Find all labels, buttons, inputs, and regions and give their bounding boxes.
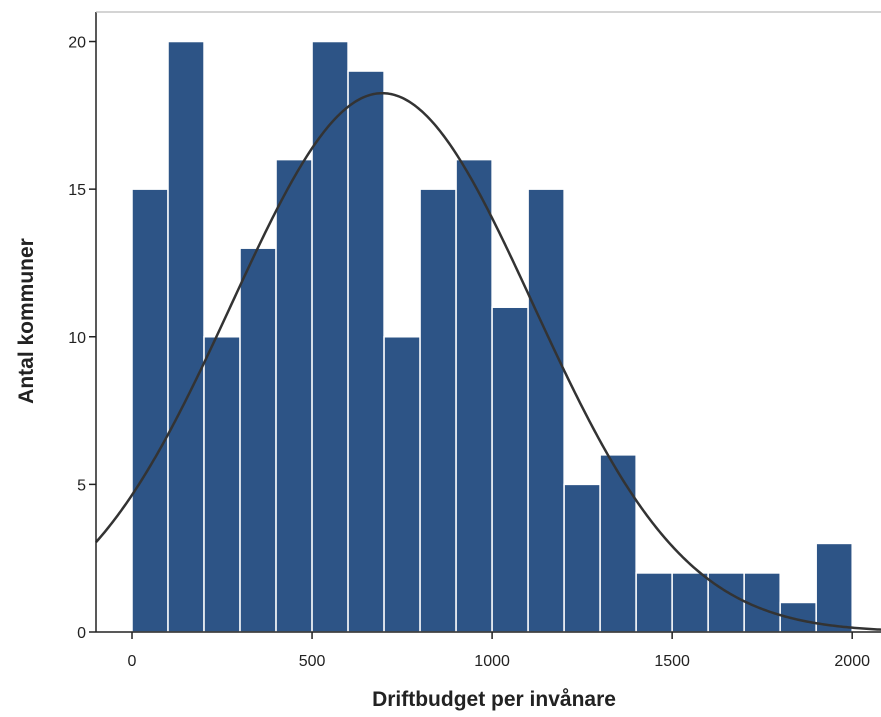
- histogram-bar: [311, 40, 349, 633]
- histogram-bar: [239, 247, 277, 633]
- y-tick-label: 5: [77, 477, 86, 494]
- x-axis-title: Driftbudget per invånare: [372, 688, 616, 711]
- histogram-bar: [563, 483, 601, 633]
- histogram-bar: [203, 336, 241, 633]
- y-tick-label: 15: [68, 182, 86, 199]
- histogram-bar: [419, 188, 457, 633]
- y-tick-label: 10: [68, 330, 86, 347]
- histogram-bar: [527, 188, 565, 633]
- histogram-bar: [815, 542, 853, 633]
- y-axis-ticks: 0 5 10 15 20: [68, 35, 96, 642]
- x-tick-label: 0: [128, 653, 137, 670]
- x-tick-label: 2000: [834, 653, 870, 670]
- y-tick-label: 20: [68, 35, 86, 52]
- x-tick-label: 1500: [654, 653, 690, 670]
- histogram-bar: [491, 306, 529, 633]
- x-axis-ticks: 0 500 1000 1500 2000: [128, 632, 870, 670]
- histogram-bar: [275, 158, 313, 633]
- histogram-bar: [671, 572, 709, 633]
- x-tick-label: 1000: [474, 653, 510, 670]
- y-tick-label: 0: [77, 625, 86, 642]
- x-tick-label: 500: [299, 653, 326, 670]
- histogram-bar: [455, 158, 493, 633]
- histogram-bar: [599, 454, 637, 633]
- normal-distribution-curve: [95, 91, 881, 631]
- histogram-bar: [383, 336, 421, 633]
- histogram-bar: [347, 70, 385, 633]
- y-axis-title: Antal kommuner: [15, 238, 38, 404]
- histogram-bar: [167, 40, 205, 633]
- histogram-bar: [131, 188, 169, 633]
- axes: [95, 11, 881, 633]
- histogram-bars: [131, 40, 853, 633]
- histogram-bar: [635, 572, 673, 633]
